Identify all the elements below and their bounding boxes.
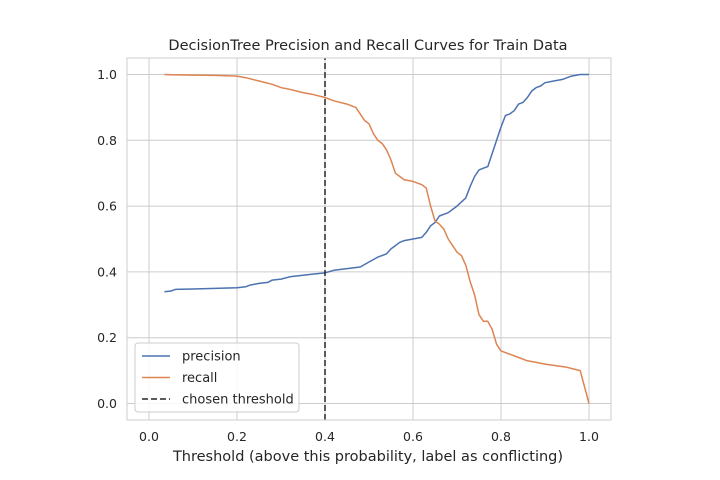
legend-label: chosen threshold bbox=[182, 393, 294, 408]
legend-label: recall bbox=[182, 371, 217, 386]
x-tick-label: 0.0 bbox=[139, 429, 159, 444]
series-line-precision bbox=[164, 73, 589, 293]
y-tick-label: 0.8 bbox=[97, 133, 117, 148]
x-tick-labels: 0.0 0.2 0.4 0.6 0.8 1.0 bbox=[139, 429, 599, 444]
plot-frame bbox=[126, 57, 612, 421]
y-tick-labels: 0.0 0.2 0.4 0.6 0.8 1.0 bbox=[97, 67, 117, 411]
y-tick-label: 0.0 bbox=[97, 396, 117, 411]
y-tick-label: 1.0 bbox=[97, 67, 117, 82]
x-tick-label: 1.0 bbox=[579, 429, 599, 444]
legend: precision recall chosen threshold bbox=[134, 342, 300, 413]
series-lines bbox=[164, 58, 590, 420]
legend-label: precision bbox=[182, 350, 241, 365]
chart-title: DecisionTree Precision and Recall Curves… bbox=[168, 38, 567, 54]
x-axis-label: Threshold (above this probability, label… bbox=[172, 449, 563, 465]
x-tick-label: 0.4 bbox=[315, 429, 335, 444]
series-line-recall bbox=[164, 73, 590, 404]
x-tick-label: 0.8 bbox=[491, 429, 511, 444]
legend-entries: precision recall chosen threshold bbox=[142, 350, 294, 408]
legend-box bbox=[134, 342, 300, 413]
y-tick-label: 0.4 bbox=[97, 264, 117, 279]
x-tick-label: 0.2 bbox=[227, 429, 247, 444]
grid bbox=[127, 58, 611, 420]
x-tick-label: 0.6 bbox=[403, 429, 423, 444]
y-tick-label: 0.2 bbox=[97, 330, 117, 345]
y-tick-label: 0.6 bbox=[97, 199, 117, 214]
